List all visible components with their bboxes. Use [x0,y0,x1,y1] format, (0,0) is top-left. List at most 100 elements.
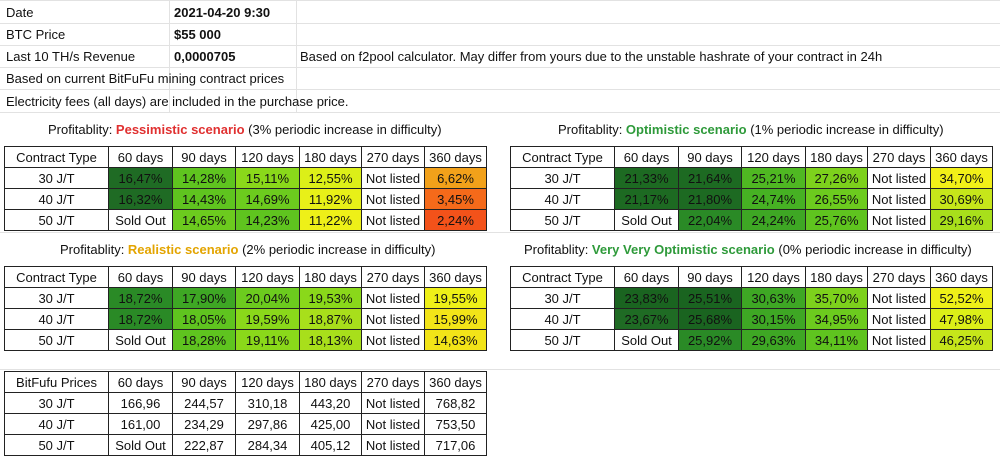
row-label: 30 J/T [510,167,615,189]
caption-rest: (0% periodic increase in difficulty) [774,242,972,257]
header-cell: Contract Type [510,266,615,288]
header-cell: 60 days [108,146,173,168]
value-cell: 16,47% [108,167,173,189]
value-cell: Sold Out [108,329,173,351]
value-cell: 14,43% [172,188,236,210]
caption-prefix: Profitablity: [558,122,626,137]
value-cell: Not listed [867,188,931,210]
value-cell: Not listed [867,209,931,231]
value-cell: 21,80% [678,188,742,210]
table-row: 50 J/T Sold Out 25,92% 29,63% 34,11% Not list… [510,329,993,351]
value-cell: 14,23% [235,209,300,231]
value-cell: 29,63% [741,329,806,351]
value-cell: 23,83% [614,287,679,309]
caption-prefix: Profitablity: [48,122,116,137]
btc-price-label: BTC Price [6,27,66,42]
header-cell: Contract Type [4,266,109,288]
value-cell: 30,63% [741,287,806,309]
header-cell: 120 days [235,371,300,393]
header-cell: 180 days [299,146,362,168]
row-label: 30 J/T [510,287,615,309]
caption-rest: (1% periodic increase in difficulty) [746,122,944,137]
table-row: 30 J/T 23,83% 25,51% 30,63% 35,70% Not listed… [510,287,993,309]
header-cell: 360 days [930,146,993,168]
row-label: 50 J/T [510,209,615,231]
value-cell: 14,28% [172,167,236,189]
header-cell: 270 days [361,371,425,393]
row-label: 40 J/T [4,308,109,330]
value-cell: 25,76% [805,209,868,231]
optimistic-scenario-name: Optimistic scenario [625,122,747,137]
header-cell: 120 days [741,146,806,168]
header-cell: 90 days [678,266,742,288]
header-cell: 90 days [172,266,236,288]
value-cell: Sold Out [108,209,173,231]
value-cell: Not listed [361,392,425,414]
header-cell: 60 days [614,146,679,168]
value-cell: 52,52% [930,287,993,309]
value-cell: Not listed [867,329,931,351]
value-cell: 30,69% [930,188,993,210]
value-cell: 20,04% [235,287,300,309]
very-very-optimistic-scenario-name: Very Very Optimistic scenario [591,242,775,257]
value-cell: 25,51% [678,287,742,309]
value-cell: Not listed [361,413,425,435]
value-cell: 753,50 [424,413,487,435]
table-row: 40 J/T 18,72% 18,05% 19,59% 18,87% Not listed… [4,308,487,330]
value-cell: 24,74% [741,188,806,210]
value-cell: 310,18 [235,392,300,414]
header-cell: 270 days [867,266,931,288]
row-label: 30 J/T [4,287,109,309]
table-header-row: BitFufu Prices 60 days 90 days 120 days 180 … [4,371,487,393]
header-cell: 120 days [235,146,300,168]
header-cell: 180 days [805,266,868,288]
value-cell: 14,69% [235,188,300,210]
value-cell: Not listed [361,287,425,309]
value-cell: 166,96 [108,392,173,414]
value-cell: Sold Out [614,209,679,231]
value-cell: 18,28% [172,329,236,351]
realistic-caption: Profitablity: Realistic scenario (2% per… [60,240,436,260]
row-label: 40 J/T [510,308,615,330]
table-header-row: Contract Type 60 days 90 days 120 days 180 d… [510,146,993,168]
value-cell: Not listed [361,167,425,189]
value-cell: Not listed [361,209,425,231]
header-cell: 360 days [424,371,487,393]
value-cell: 3,45% [424,188,487,210]
value-cell: 18,72% [108,308,173,330]
value-cell: 25,21% [741,167,806,189]
value-cell: 12,55% [299,167,362,189]
very-very-optimistic-caption: Profitablity: Very Very Optimistic scena… [524,240,972,260]
value-cell: Sold Out [108,434,173,456]
value-cell: Not listed [361,308,425,330]
value-cell: 27,26% [805,167,868,189]
value-cell: Not listed [361,188,425,210]
header-cell: 360 days [424,146,487,168]
value-cell: Not listed [867,167,931,189]
value-cell: 17,90% [172,287,236,309]
table-header-row: Contract Type 60 days 90 days 120 days 180 d… [4,266,487,288]
table-row: 30 J/T 16,47% 14,28% 15,11% 12,55% Not listed… [4,167,487,189]
value-cell: 26,55% [805,188,868,210]
table-row: 50 J/T Sold Out 14,65% 14,23% 11,22% Not list… [4,209,487,231]
value-cell: 46,25% [930,329,993,351]
value-cell: 2,24% [424,209,487,231]
caption-prefix: Profitablity: [60,242,128,257]
table-row: 40 J/T 23,67% 25,68% 30,15% 34,95% Not listed… [510,308,993,330]
optimistic-profitability-table: Contract Type 60 days 90 days 120 days 180 d… [510,146,993,231]
pessimistic-profitability-table: Contract Type 60 days 90 days 120 days 180 d… [4,146,487,231]
value-cell: 443,20 [299,392,362,414]
header-cell: 120 days [235,266,300,288]
value-cell: 24,24% [741,209,806,231]
header-cell: 90 days [678,146,742,168]
value-cell: 21,33% [614,167,679,189]
row-label: 50 J/T [4,434,109,456]
value-cell: 29,16% [930,209,993,231]
value-cell: 19,59% [235,308,300,330]
table-row: 40 J/T 161,00 234,29 297,86 425,00 Not listed… [4,413,487,435]
date-value: 2021-04-20 9:30 [174,5,271,20]
pessimistic-scenario-name: Pessimistic scenario [115,122,245,137]
header-cell: Contract Type [4,146,109,168]
caption-prefix: Profitablity: [524,242,592,257]
header-cell: 90 days [172,371,236,393]
